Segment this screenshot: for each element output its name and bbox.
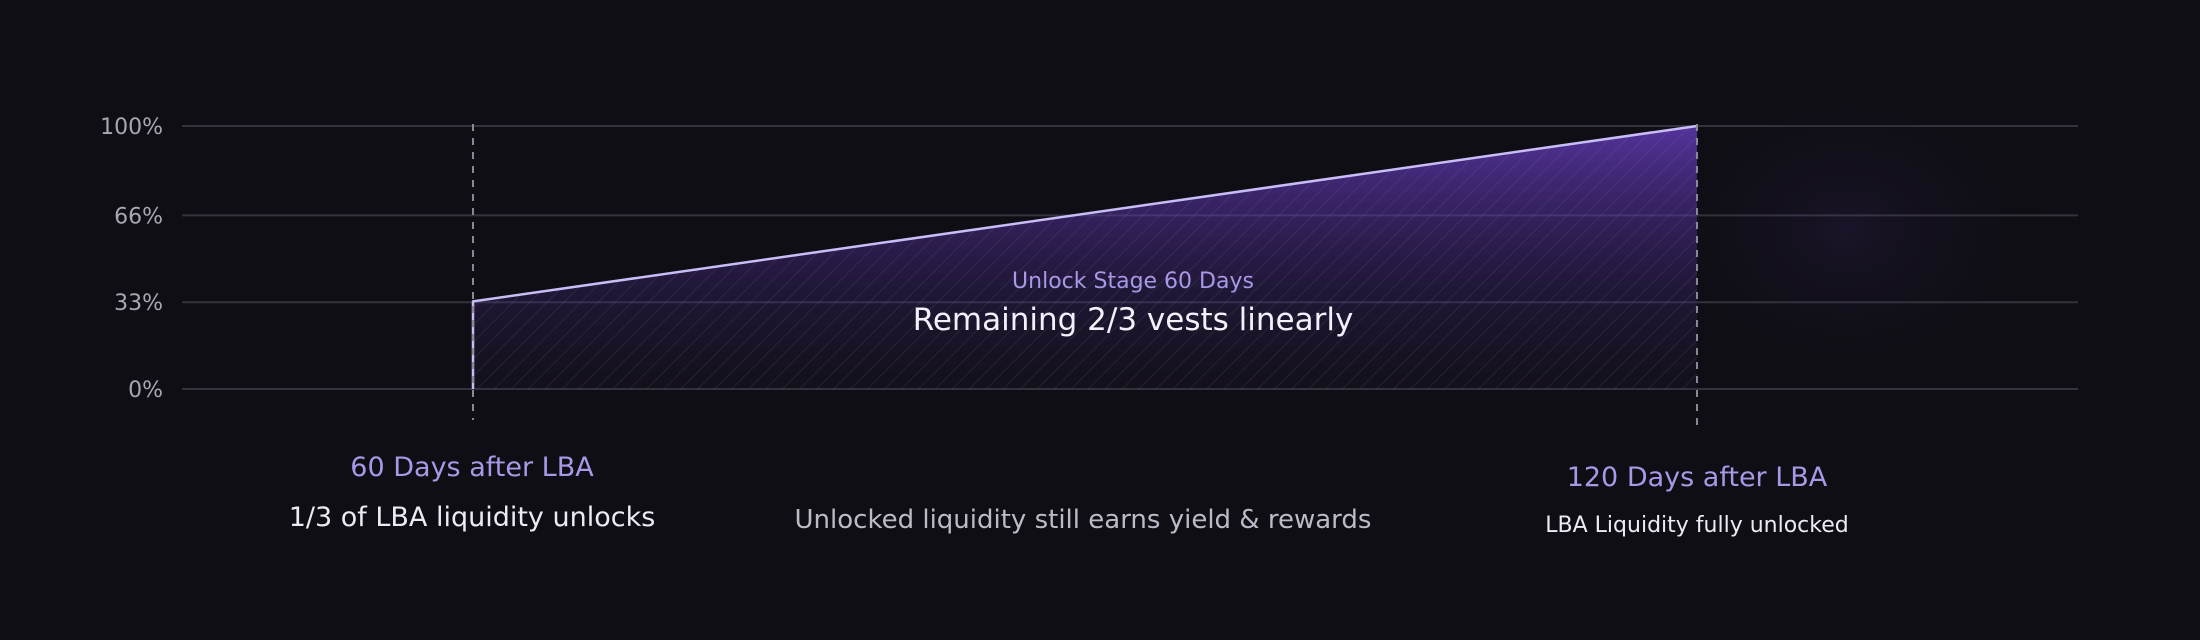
milestone-1-description: 1/3 of LBA liquidity unlocks bbox=[289, 502, 656, 533]
area-layer bbox=[471, 124, 1698, 389]
y-tick-label: 0% bbox=[128, 378, 163, 403]
vesting-line bbox=[471, 124, 1698, 389]
post-unlock-glow bbox=[1637, 66, 2057, 396]
milestone-markers bbox=[472, 124, 1698, 428]
y-axis-ticks: 0% 33% 66% 100% bbox=[100, 115, 163, 403]
milestone-1-title: 60 Days after LBA bbox=[350, 452, 594, 483]
stage-title: Unlock Stage 60 Days bbox=[1012, 269, 1254, 294]
milestone-2-description: LBA Liquidity fully unlocked bbox=[1545, 513, 1848, 538]
center-note: Unlocked liquidity still earns yield & r… bbox=[795, 505, 1372, 535]
stage-subtitle: Remaining 2/3 vests linearly bbox=[913, 302, 1354, 338]
y-tick-label: 66% bbox=[114, 204, 163, 229]
y-tick-label: 100% bbox=[100, 115, 163, 140]
y-tick-label: 33% bbox=[114, 291, 163, 316]
milestone-2-title: 120 Days after LBA bbox=[1567, 462, 1828, 493]
vesting-area-hatch bbox=[473, 126, 1697, 389]
